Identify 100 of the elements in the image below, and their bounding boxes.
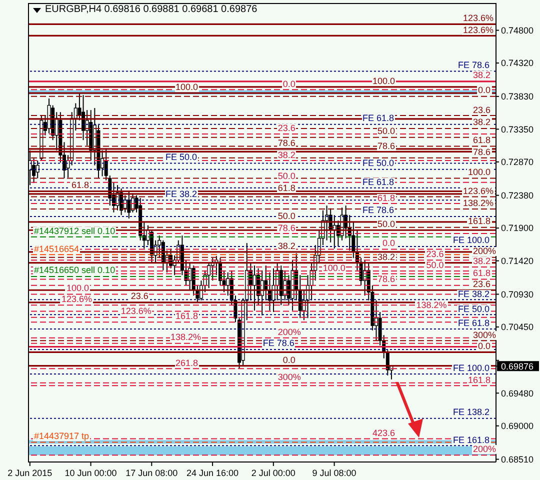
annotation: FE 138.2 bbox=[452, 407, 491, 418]
y-tick-label: 0.69876 bbox=[501, 361, 534, 372]
annotation: 300% bbox=[276, 372, 302, 382]
annotation: #14516650 sell 0.10 bbox=[33, 265, 116, 276]
annotation: FE 50.0 bbox=[457, 304, 491, 314]
annotation: 123.6% bbox=[462, 13, 495, 24]
annotation: 100.0 bbox=[174, 82, 200, 92]
annotation: FE 61.8 bbox=[362, 113, 396, 124]
annotation: 0.0 bbox=[477, 85, 492, 96]
annotation: 161.8 bbox=[174, 311, 200, 322]
annotation: 0.0 bbox=[282, 78, 296, 89]
annotation: 61.8 bbox=[472, 268, 492, 278]
annotation: 38.2 bbox=[276, 240, 296, 251]
annotation: 123.6% bbox=[120, 306, 152, 316]
annotation: 61.8 bbox=[276, 182, 296, 193]
y-tick-label: 0.74320 bbox=[501, 58, 534, 68]
annotation: 38.2 bbox=[472, 117, 492, 128]
annotation: 78.6 bbox=[276, 138, 296, 148]
annotation: 300% bbox=[472, 330, 498, 340]
annotation: FE 61.8 bbox=[362, 176, 396, 187]
y-tick-label: 0.71420 bbox=[501, 256, 534, 266]
annotation: FE 61.8 bbox=[457, 318, 491, 328]
annotation: 23.6 bbox=[276, 122, 296, 133]
annotation: 123.6% bbox=[60, 294, 93, 304]
annotation: #14437917 tp bbox=[33, 431, 90, 442]
annotation: 78.6 bbox=[472, 146, 492, 157]
y-tick-label: 0.70450 bbox=[501, 322, 534, 332]
y-tick-label: 0.69480 bbox=[501, 388, 534, 398]
annotation: 261.8 bbox=[174, 358, 200, 368]
annotation: 138.2% bbox=[462, 198, 495, 208]
chart-title: EURGBP,H4 0.69816 0.69881 0.69681 0.69876 bbox=[45, 4, 258, 16]
annotation: 161.8 bbox=[467, 216, 492, 226]
y-tick-label: 0.73350 bbox=[501, 124, 534, 134]
annotation: 38.2 bbox=[376, 252, 396, 262]
y-tick-label: 0.71900 bbox=[501, 223, 534, 234]
annotation: 61.8 bbox=[472, 135, 492, 146]
annotation: FE 100.0 bbox=[452, 235, 491, 246]
x-tick-label: 2 Jun 2015 bbox=[8, 468, 52, 478]
y-tick-label: 0.72380 bbox=[501, 190, 534, 200]
candlestick bbox=[226, 272, 230, 296]
candlestick bbox=[252, 265, 256, 312]
y-tick-label: 0.74800 bbox=[501, 25, 534, 36]
annotation: 138.2% bbox=[415, 300, 448, 310]
annotation: 23.6 bbox=[472, 279, 492, 290]
annotation: FE 100.0 bbox=[452, 363, 491, 374]
annotation: 78.6 bbox=[376, 274, 396, 284]
annotation: 23.6 bbox=[130, 291, 150, 302]
candlestick bbox=[325, 205, 329, 241]
annotation: 100.0 bbox=[322, 262, 346, 273]
annotation: FE 78.6 bbox=[457, 60, 491, 70]
annotation: 100.0 bbox=[65, 283, 90, 294]
annotation: 100.0 bbox=[467, 167, 492, 178]
annotation: 123.6% bbox=[462, 186, 495, 196]
y-tick-label: 0.69000 bbox=[501, 421, 534, 432]
annotation: FE 50.0 bbox=[362, 158, 396, 168]
annotation: 200% bbox=[472, 444, 498, 454]
candlestick bbox=[36, 160, 40, 179]
candlestick bbox=[207, 262, 211, 289]
candlestick bbox=[127, 190, 131, 220]
annotation: 50.0 bbox=[276, 171, 296, 182]
annotation: 161.8 bbox=[467, 374, 492, 385]
annotation: 78.6 bbox=[376, 140, 396, 151]
annotation: 38.2 bbox=[472, 70, 492, 80]
annotation: 200% bbox=[276, 326, 302, 337]
annotation: 50.0 bbox=[376, 126, 396, 136]
annotation: 138.2% bbox=[170, 332, 202, 342]
y-tick-label: 0.70930 bbox=[501, 289, 534, 300]
annotation: 200% bbox=[472, 246, 498, 256]
annotation: FE 50.0 bbox=[164, 152, 198, 162]
x-tick-label: 24 Jun 16:00 bbox=[186, 468, 239, 478]
annotation: 38.2 bbox=[472, 256, 492, 266]
annotation: #14437912 sell 0.10 bbox=[33, 226, 116, 236]
annotation: 100.0 bbox=[372, 76, 396, 86]
annotation: 50.0 bbox=[376, 219, 396, 230]
x-tick-label: 9 Jul 08:00 bbox=[312, 468, 356, 478]
annotation: 23.6 bbox=[472, 104, 492, 115]
annotation: 61.8 bbox=[376, 192, 396, 202]
annotation: #14516654 bbox=[33, 244, 80, 254]
annotation: 423.6 bbox=[372, 428, 396, 438]
annotation: 38.2 bbox=[276, 150, 296, 160]
annotation: 61.8 bbox=[70, 180, 90, 190]
annotation: 50.0 bbox=[276, 210, 296, 221]
annotation: 50.0 bbox=[425, 260, 445, 270]
y-tick-label: 0.68510 bbox=[501, 454, 534, 464]
annotation: FE 38.2 bbox=[164, 189, 198, 200]
annotation: FE 78.6 bbox=[362, 205, 396, 216]
annotation: 0.0 bbox=[382, 238, 396, 248]
annotation: FE 161.8 bbox=[452, 434, 491, 445]
x-tick-label: 17 Jun 08:00 bbox=[126, 468, 178, 478]
annotation: 0.0 bbox=[282, 354, 296, 365]
annotation: 123.6% bbox=[462, 24, 495, 35]
x-tick-label: 2 Jul 00:00 bbox=[251, 468, 296, 478]
annotation: 0.0 bbox=[477, 341, 492, 352]
annotation: FE 78.6 bbox=[262, 338, 296, 348]
y-tick-label: 0.73830 bbox=[501, 92, 534, 102]
annotation: 78.6 bbox=[276, 222, 296, 233]
annotation: FE 38.2 bbox=[457, 288, 491, 299]
y-tick-label: 0.72870 bbox=[501, 157, 534, 168]
x-tick-label: 10 Jun 00:00 bbox=[64, 468, 117, 478]
annotation: 23.6 bbox=[425, 249, 445, 260]
